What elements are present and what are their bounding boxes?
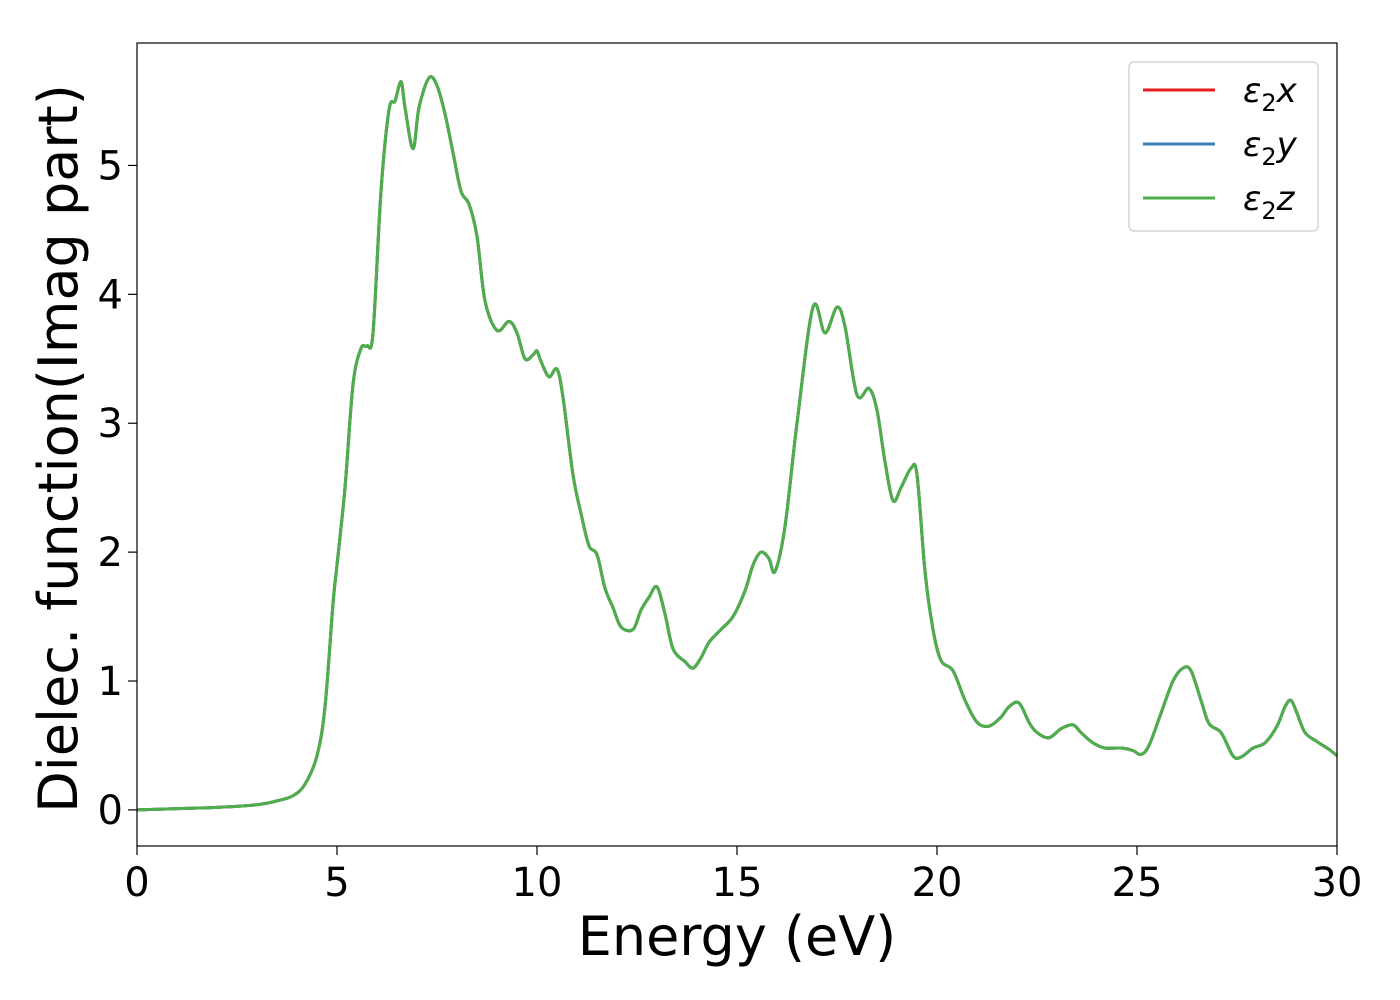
legend-box	[1128, 61, 1319, 232]
y-axis-title: Dielec. function(Imag part)	[27, 84, 90, 813]
y-tick-label: 0	[98, 788, 123, 834]
y-tick-label: 3	[98, 401, 123, 447]
x-axis-title: Energy (eV)	[578, 905, 897, 968]
y-tick-label: 1	[98, 659, 123, 705]
y-tick-label: 5	[98, 143, 123, 189]
legend-label: ε2z	[1243, 179, 1296, 225]
x-tick-label: 25	[1112, 860, 1163, 906]
x-tick-label: 5	[324, 860, 349, 906]
legend-label: ε2x	[1243, 71, 1298, 117]
x-tick-label: 30	[1312, 860, 1363, 906]
series-layer	[137, 75, 1337, 812]
y-tick-label: 4	[98, 272, 123, 318]
y-axis-ticks: 0 1 2 3 4 5	[98, 143, 137, 834]
x-tick-label: 15	[712, 860, 763, 906]
y-tick-label: 2	[98, 530, 123, 576]
x-tick-label: 10	[512, 860, 563, 906]
x-tick-label: 20	[912, 860, 963, 906]
series-line-3	[137, 75, 1337, 812]
x-axis-ticks: 0 5 10 15 20 25 30	[124, 846, 1362, 906]
legend-label: ε2y	[1243, 125, 1298, 171]
x-tick-label: 0	[124, 860, 149, 906]
legend: ε2x ε2y ε2z	[1128, 61, 1319, 232]
